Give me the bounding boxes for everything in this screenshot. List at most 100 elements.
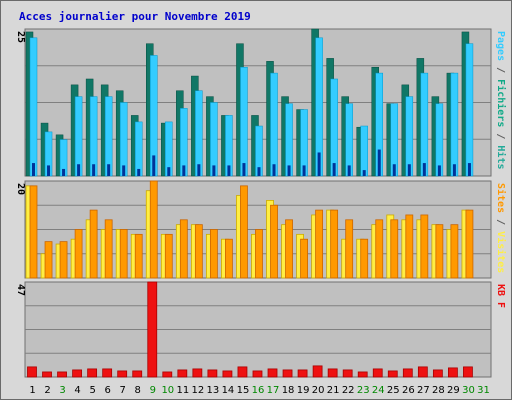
legend-kb: KB F bbox=[495, 284, 506, 308]
bar-kb bbox=[402, 368, 413, 378]
x-tick-label: 24 bbox=[372, 385, 385, 396]
x-tick-label: 23 bbox=[357, 385, 370, 396]
bar-kb bbox=[312, 365, 323, 378]
x-tick-label: 31 bbox=[477, 385, 490, 396]
bar-fichiers bbox=[89, 96, 98, 177]
bar-sites bbox=[360, 238, 369, 279]
bar-sites bbox=[375, 219, 384, 279]
bar-sites bbox=[134, 233, 143, 279]
legend-entry: Hits bbox=[495, 145, 507, 169]
bar-sites bbox=[405, 214, 414, 279]
bar-sites bbox=[119, 229, 128, 279]
x-tick-label: 15 bbox=[237, 385, 250, 396]
bar-fichiers bbox=[210, 102, 218, 177]
x-tick-label: 16 bbox=[252, 385, 265, 396]
y-max-label: 47 bbox=[15, 284, 26, 296]
bar-kb bbox=[342, 369, 353, 378]
bar-kb bbox=[147, 281, 158, 378]
bar-kb bbox=[87, 368, 98, 378]
x-tick-label: 13 bbox=[207, 385, 220, 396]
bar-sites bbox=[225, 238, 233, 279]
bar-kb bbox=[432, 369, 443, 378]
bar-kb bbox=[297, 369, 308, 378]
bar-pages bbox=[107, 164, 111, 176]
x-tick-label: 8 bbox=[135, 385, 141, 396]
x-tick-label: 17 bbox=[267, 385, 280, 396]
bar-kb bbox=[237, 366, 248, 378]
x-tick-label: 1 bbox=[29, 385, 35, 396]
bar-kb bbox=[327, 368, 338, 378]
bar-pages bbox=[167, 167, 171, 176]
legend-entry: / bbox=[495, 61, 506, 79]
bar-fichiers bbox=[74, 96, 83, 177]
chart-title: Acces journalier pour Novembre 2019 bbox=[19, 10, 251, 23]
bar-pages bbox=[77, 164, 81, 176]
bar-fichiers bbox=[465, 43, 474, 177]
bar-pages bbox=[317, 152, 321, 176]
legend-hits_fichiers_pages: Pages / Fichiers / Hits bbox=[495, 31, 507, 170]
bar-pages bbox=[152, 155, 156, 176]
x-tick-label: 19 bbox=[297, 385, 310, 396]
legend-sites_visites: Sites / Visites bbox=[495, 183, 507, 273]
bar-pages bbox=[287, 165, 291, 176]
bar-sites bbox=[209, 229, 218, 279]
bar-sites bbox=[149, 180, 158, 279]
bar-pages bbox=[302, 165, 306, 176]
bar-pages bbox=[362, 170, 366, 176]
bar-kb bbox=[177, 369, 188, 378]
bar-kb bbox=[222, 370, 233, 378]
bar-kb bbox=[72, 369, 82, 378]
bar-pages bbox=[122, 165, 126, 176]
bar-kb bbox=[57, 371, 67, 378]
bar-sites bbox=[330, 209, 339, 279]
x-tick-label: 30 bbox=[462, 385, 475, 396]
bar-sites bbox=[450, 224, 459, 279]
bar-fichiers bbox=[134, 121, 143, 177]
bar-pages bbox=[467, 163, 471, 176]
x-tick-label: 5 bbox=[89, 385, 95, 396]
bar-fichiers bbox=[285, 103, 293, 177]
bar-fichiers bbox=[360, 125, 368, 177]
bar-sites bbox=[435, 224, 444, 279]
bar-sites bbox=[59, 241, 68, 279]
legend-entry: / bbox=[495, 127, 506, 145]
bar-kb bbox=[417, 366, 428, 378]
bar-sites bbox=[390, 219, 399, 279]
bar-sites bbox=[104, 219, 113, 279]
bar-sites bbox=[240, 185, 248, 279]
bar-kb bbox=[132, 370, 143, 378]
x-tick-label: 29 bbox=[447, 385, 460, 396]
x-tick-label: 22 bbox=[342, 385, 355, 396]
bar-sites bbox=[194, 224, 203, 279]
bar-kb bbox=[252, 370, 263, 378]
bar-kb bbox=[448, 367, 458, 378]
bar-fichiers bbox=[450, 72, 459, 177]
x-tick-label: 28 bbox=[432, 385, 445, 396]
legend-entry: Sites bbox=[495, 183, 507, 213]
x-tick-label: 7 bbox=[120, 385, 126, 396]
bar-kb bbox=[117, 370, 128, 378]
bar-fichiers bbox=[119, 102, 128, 177]
bar-kb bbox=[192, 368, 203, 378]
panel-kb: 47 KB F bbox=[15, 281, 506, 378]
bar-kb bbox=[102, 368, 113, 378]
bar-pages bbox=[407, 164, 411, 176]
bar-sites bbox=[44, 241, 53, 279]
chart-panels: 25 Pages / Fichiers / Hits 20 Sites / Visit… bbox=[15, 28, 507, 378]
bar-sites bbox=[420, 214, 429, 279]
x-tick-label: 20 bbox=[312, 385, 325, 396]
bar-fichiers bbox=[240, 66, 248, 177]
bar-sites bbox=[89, 209, 98, 279]
x-tick-label: 26 bbox=[402, 385, 415, 396]
bar-sites bbox=[29, 185, 38, 279]
bar-fichiers bbox=[104, 96, 113, 177]
x-tick-label: 6 bbox=[104, 385, 110, 396]
bar-sites bbox=[74, 229, 83, 279]
bar-pages bbox=[392, 164, 396, 176]
bar-sites bbox=[179, 219, 188, 279]
bar-pages bbox=[437, 165, 441, 176]
bar-kb bbox=[387, 370, 398, 378]
bar-pages bbox=[347, 165, 351, 176]
